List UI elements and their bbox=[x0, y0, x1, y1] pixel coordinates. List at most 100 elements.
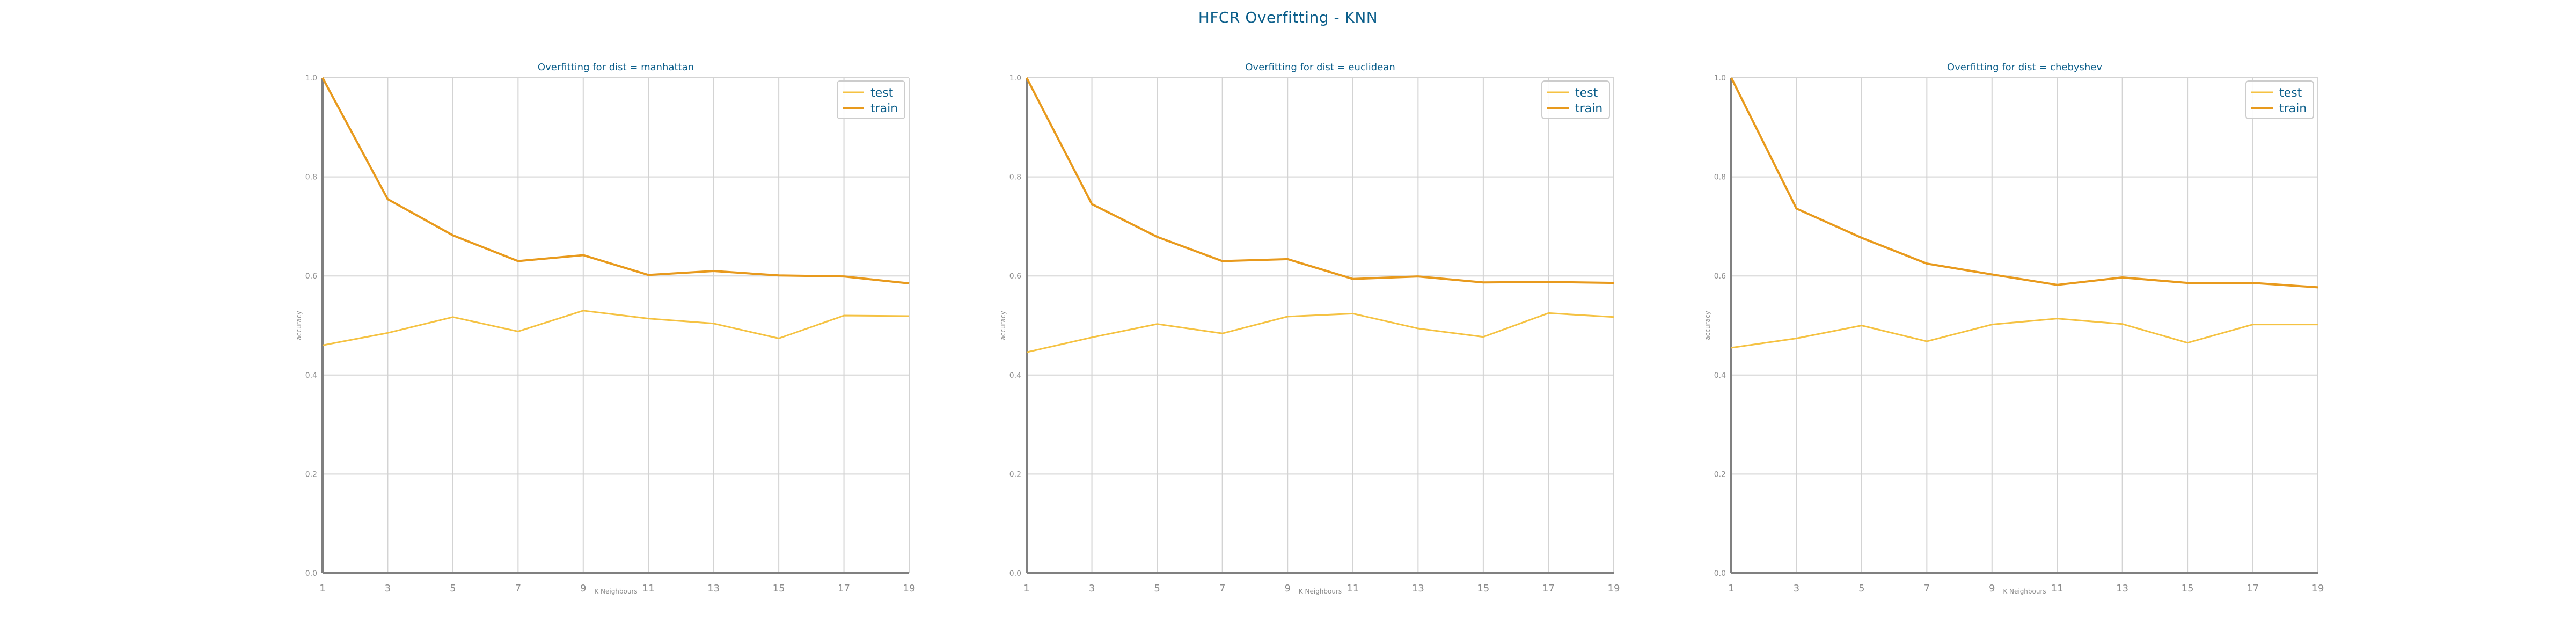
data-point-test bbox=[1547, 312, 1549, 314]
data-point-test bbox=[2186, 342, 2189, 344]
x-tick-label: 17 bbox=[1542, 583, 1555, 594]
y-tick-label: 0.6 bbox=[305, 272, 317, 281]
x-tick-label: 15 bbox=[773, 583, 785, 594]
data-point-train bbox=[1091, 203, 1093, 205]
data-point-train bbox=[1417, 275, 1419, 277]
x-tick-label: 7 bbox=[1924, 583, 1930, 594]
y-tick-label: 0.8 bbox=[305, 173, 317, 182]
data-point-train bbox=[778, 274, 780, 276]
x-axis-label: K Neighbours bbox=[1299, 588, 1342, 595]
data-point-test bbox=[321, 344, 324, 346]
data-point-train bbox=[1482, 281, 1484, 283]
data-point-train bbox=[713, 270, 715, 272]
data-point-train bbox=[1547, 281, 1549, 283]
x-tick-label: 5 bbox=[1858, 583, 1864, 594]
data-point-train bbox=[321, 77, 324, 79]
y-tick-label: 0.6 bbox=[1714, 272, 1726, 281]
data-point-test bbox=[517, 331, 519, 333]
x-tick-label: 5 bbox=[450, 583, 456, 594]
data-point-train bbox=[1352, 278, 1354, 280]
x-axis-label: K Neighbours bbox=[2003, 588, 2046, 595]
data-point-test bbox=[2056, 318, 2058, 320]
x-tick-label: 3 bbox=[385, 583, 391, 594]
y-tick-label: 0.6 bbox=[1009, 272, 1021, 281]
x-tick-label: 13 bbox=[707, 583, 720, 594]
series-line-test bbox=[322, 310, 910, 346]
data-point-test bbox=[452, 316, 454, 318]
data-point-train bbox=[2186, 282, 2189, 284]
data-point-test bbox=[713, 323, 715, 325]
x-tick-label: 17 bbox=[838, 583, 850, 594]
data-point-test bbox=[1026, 351, 1028, 353]
data-point-train bbox=[1026, 77, 1028, 79]
data-point-train bbox=[1613, 282, 1615, 284]
y-tick-label: 1.0 bbox=[1009, 74, 1021, 83]
legend-label-test: test bbox=[1575, 86, 1598, 100]
y-axis-label: accuracy bbox=[295, 311, 303, 340]
x-tick-label: 1 bbox=[1728, 583, 1734, 594]
data-point-train bbox=[647, 274, 649, 276]
x-axis-label: K Neighbours bbox=[594, 588, 637, 595]
y-tick-label: 0.2 bbox=[305, 470, 317, 479]
data-point-test bbox=[1286, 316, 1289, 318]
series-line-train bbox=[1730, 77, 2318, 289]
data-point-test bbox=[1991, 324, 1993, 326]
data-point-train bbox=[1991, 273, 1993, 275]
data-point-train bbox=[452, 235, 454, 237]
x-tick-label: 9 bbox=[1989, 583, 1995, 594]
y-tick-label: 0.0 bbox=[1009, 569, 1021, 578]
figure-title: HFCR Overfitting - KNN bbox=[1198, 9, 1378, 26]
series-line-test bbox=[1731, 318, 2318, 349]
x-tick-label: 11 bbox=[2051, 583, 2063, 594]
data-point-test bbox=[778, 337, 780, 339]
legend-label-train: train bbox=[870, 102, 898, 115]
y-tick-label: 1.0 bbox=[305, 74, 317, 83]
data-point-train bbox=[1926, 262, 1928, 265]
data-point-train bbox=[843, 275, 845, 277]
data-point-train bbox=[2056, 284, 2058, 286]
data-point-test bbox=[1091, 336, 1093, 339]
data-point-test bbox=[582, 310, 584, 312]
data-point-test bbox=[386, 332, 389, 334]
data-point-train bbox=[1156, 236, 1158, 238]
data-point-test bbox=[2252, 324, 2254, 326]
data-point-train bbox=[908, 282, 910, 284]
data-point-train bbox=[1221, 260, 1224, 262]
x-tick-label: 19 bbox=[2312, 583, 2324, 594]
legend-box bbox=[2245, 80, 2314, 119]
x-tick-label: 1 bbox=[1023, 583, 1029, 594]
data-point-test bbox=[1795, 337, 1797, 339]
series-line-train bbox=[1026, 77, 1614, 284]
x-tick-label: 3 bbox=[1089, 583, 1095, 594]
x-tick-label: 9 bbox=[1284, 583, 1290, 594]
y-tick-label: 0.0 bbox=[305, 569, 317, 578]
data-point-train bbox=[1861, 237, 1863, 239]
y-tick-label: 0.4 bbox=[305, 371, 317, 380]
y-tick-label: 0.4 bbox=[1009, 371, 1021, 380]
x-tick-label: 5 bbox=[1154, 583, 1160, 594]
x-tick-label: 7 bbox=[515, 583, 521, 594]
data-point-test bbox=[1417, 327, 1419, 330]
x-tick-label: 7 bbox=[1219, 583, 1225, 594]
data-point-test bbox=[843, 314, 845, 317]
data-point-train bbox=[1730, 77, 1732, 79]
x-tick-label: 15 bbox=[2182, 583, 2194, 594]
data-point-test bbox=[1613, 316, 1615, 318]
legend-label-test: test bbox=[870, 86, 894, 100]
x-tick-label: 13 bbox=[1412, 583, 1424, 594]
x-tick-label: 17 bbox=[2246, 583, 2259, 594]
x-tick-label: 19 bbox=[1608, 583, 1620, 594]
data-point-train bbox=[1286, 258, 1289, 260]
data-point-test bbox=[1352, 312, 1354, 314]
x-tick-label: 19 bbox=[903, 583, 916, 594]
y-tick-label: 0.8 bbox=[1714, 173, 1726, 182]
data-point-train bbox=[582, 254, 584, 256]
series-line-train bbox=[321, 77, 910, 285]
y-tick-label: 1.0 bbox=[1714, 74, 1726, 83]
data-point-test bbox=[1482, 336, 1484, 338]
data-point-test bbox=[1156, 323, 1158, 325]
data-point-train bbox=[386, 198, 389, 200]
legend-box bbox=[1541, 80, 1610, 119]
x-tick-label: 11 bbox=[642, 583, 655, 594]
data-point-train bbox=[517, 260, 519, 262]
